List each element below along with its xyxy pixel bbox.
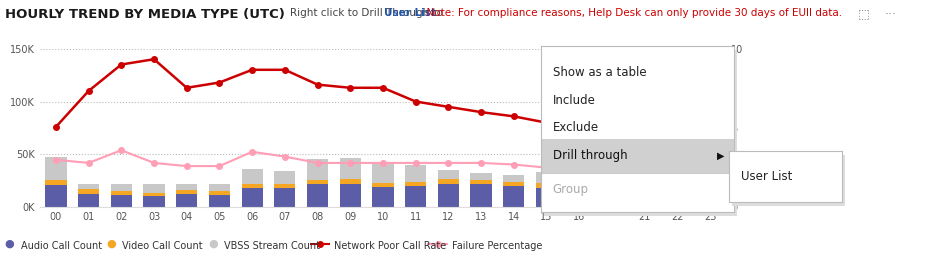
Bar	[634, 188, 655, 207]
Bar	[373, 187, 393, 207]
Bar	[340, 179, 361, 184]
Bar	[601, 183, 623, 188]
Text: ●: ●	[106, 238, 116, 248]
Bar	[242, 188, 263, 207]
Bar	[209, 191, 230, 195]
Bar	[209, 184, 230, 191]
Text: Group: Group	[552, 183, 589, 196]
Bar	[405, 186, 426, 207]
Bar	[438, 170, 459, 179]
Bar	[143, 193, 165, 196]
Text: ▶: ▶	[717, 151, 725, 161]
Bar	[699, 188, 721, 207]
Bar	[176, 194, 198, 207]
Bar	[143, 184, 165, 193]
Bar	[209, 195, 230, 207]
Text: Note: For compliance reasons, Help Desk can only provide 30 days of EUII data.: Note: For compliance reasons, Help Desk …	[420, 8, 842, 18]
Bar	[634, 162, 655, 183]
Bar	[568, 186, 590, 207]
Bar	[78, 184, 99, 189]
Text: Show as a table: Show as a table	[552, 66, 646, 79]
Text: User List: User List	[741, 170, 792, 183]
Bar	[340, 158, 361, 179]
Bar	[242, 184, 263, 188]
Bar	[601, 188, 623, 207]
Bar	[111, 195, 132, 207]
Text: Include: Include	[552, 94, 596, 108]
Bar	[111, 184, 132, 191]
Text: VBSS Stream Count: VBSS Stream Count	[224, 241, 320, 251]
Bar	[274, 184, 295, 188]
Text: User List: User List	[384, 8, 436, 18]
Bar	[536, 173, 557, 183]
Bar	[470, 180, 492, 184]
FancyBboxPatch shape	[541, 139, 734, 173]
Bar	[667, 165, 688, 182]
Bar	[699, 183, 721, 188]
Text: Video Call Count: Video Call Count	[122, 241, 203, 251]
Text: ●: ●	[208, 238, 217, 248]
Bar	[242, 169, 263, 184]
Bar	[340, 184, 361, 207]
Bar	[373, 183, 393, 187]
Text: Audio Call Count: Audio Call Count	[21, 241, 102, 251]
Bar	[536, 188, 557, 207]
Bar	[568, 102, 590, 160]
Bar	[274, 171, 295, 184]
Bar	[667, 188, 688, 207]
Bar	[470, 184, 492, 207]
Bar	[176, 190, 198, 194]
Text: Right click to Drill Through to: Right click to Drill Through to	[290, 8, 446, 18]
Bar	[634, 183, 655, 188]
Text: ⬚: ⬚	[858, 8, 869, 21]
Bar	[45, 180, 67, 185]
Bar	[143, 196, 165, 207]
Bar	[503, 186, 524, 207]
Bar	[78, 189, 99, 194]
Bar	[373, 164, 393, 183]
Text: Network Poor Call Rate: Network Poor Call Rate	[334, 241, 446, 251]
Text: Exclude: Exclude	[552, 121, 598, 134]
Bar	[307, 180, 328, 184]
Bar	[601, 162, 623, 183]
Bar	[470, 174, 492, 180]
Bar	[111, 191, 132, 195]
Bar	[568, 160, 590, 186]
Text: ···: ···	[885, 8, 897, 21]
Bar	[536, 183, 557, 188]
Text: Failure Percentage: Failure Percentage	[452, 241, 542, 251]
Bar	[503, 182, 524, 186]
Text: ●: ●	[5, 238, 14, 248]
Bar	[438, 184, 459, 207]
Bar	[78, 194, 99, 207]
Bar	[405, 182, 426, 186]
Bar	[45, 157, 67, 180]
Bar	[405, 165, 426, 182]
Bar	[176, 184, 198, 190]
Bar	[307, 184, 328, 207]
Bar	[45, 185, 67, 207]
Bar	[503, 175, 524, 182]
Bar	[274, 188, 295, 207]
Bar	[699, 164, 721, 183]
Bar	[438, 179, 459, 184]
Bar	[307, 159, 328, 180]
Text: Drill through: Drill through	[552, 150, 628, 162]
Text: HOURLY TREND BY MEDIA TYPE (UTC): HOURLY TREND BY MEDIA TYPE (UTC)	[5, 8, 284, 21]
Bar	[667, 182, 688, 188]
